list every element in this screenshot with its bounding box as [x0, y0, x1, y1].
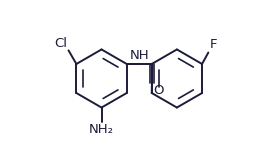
Text: NH₂: NH₂: [89, 123, 114, 136]
Text: F: F: [210, 38, 217, 51]
Text: Cl: Cl: [55, 37, 68, 50]
Text: NH: NH: [130, 49, 149, 62]
Text: O: O: [153, 84, 164, 97]
